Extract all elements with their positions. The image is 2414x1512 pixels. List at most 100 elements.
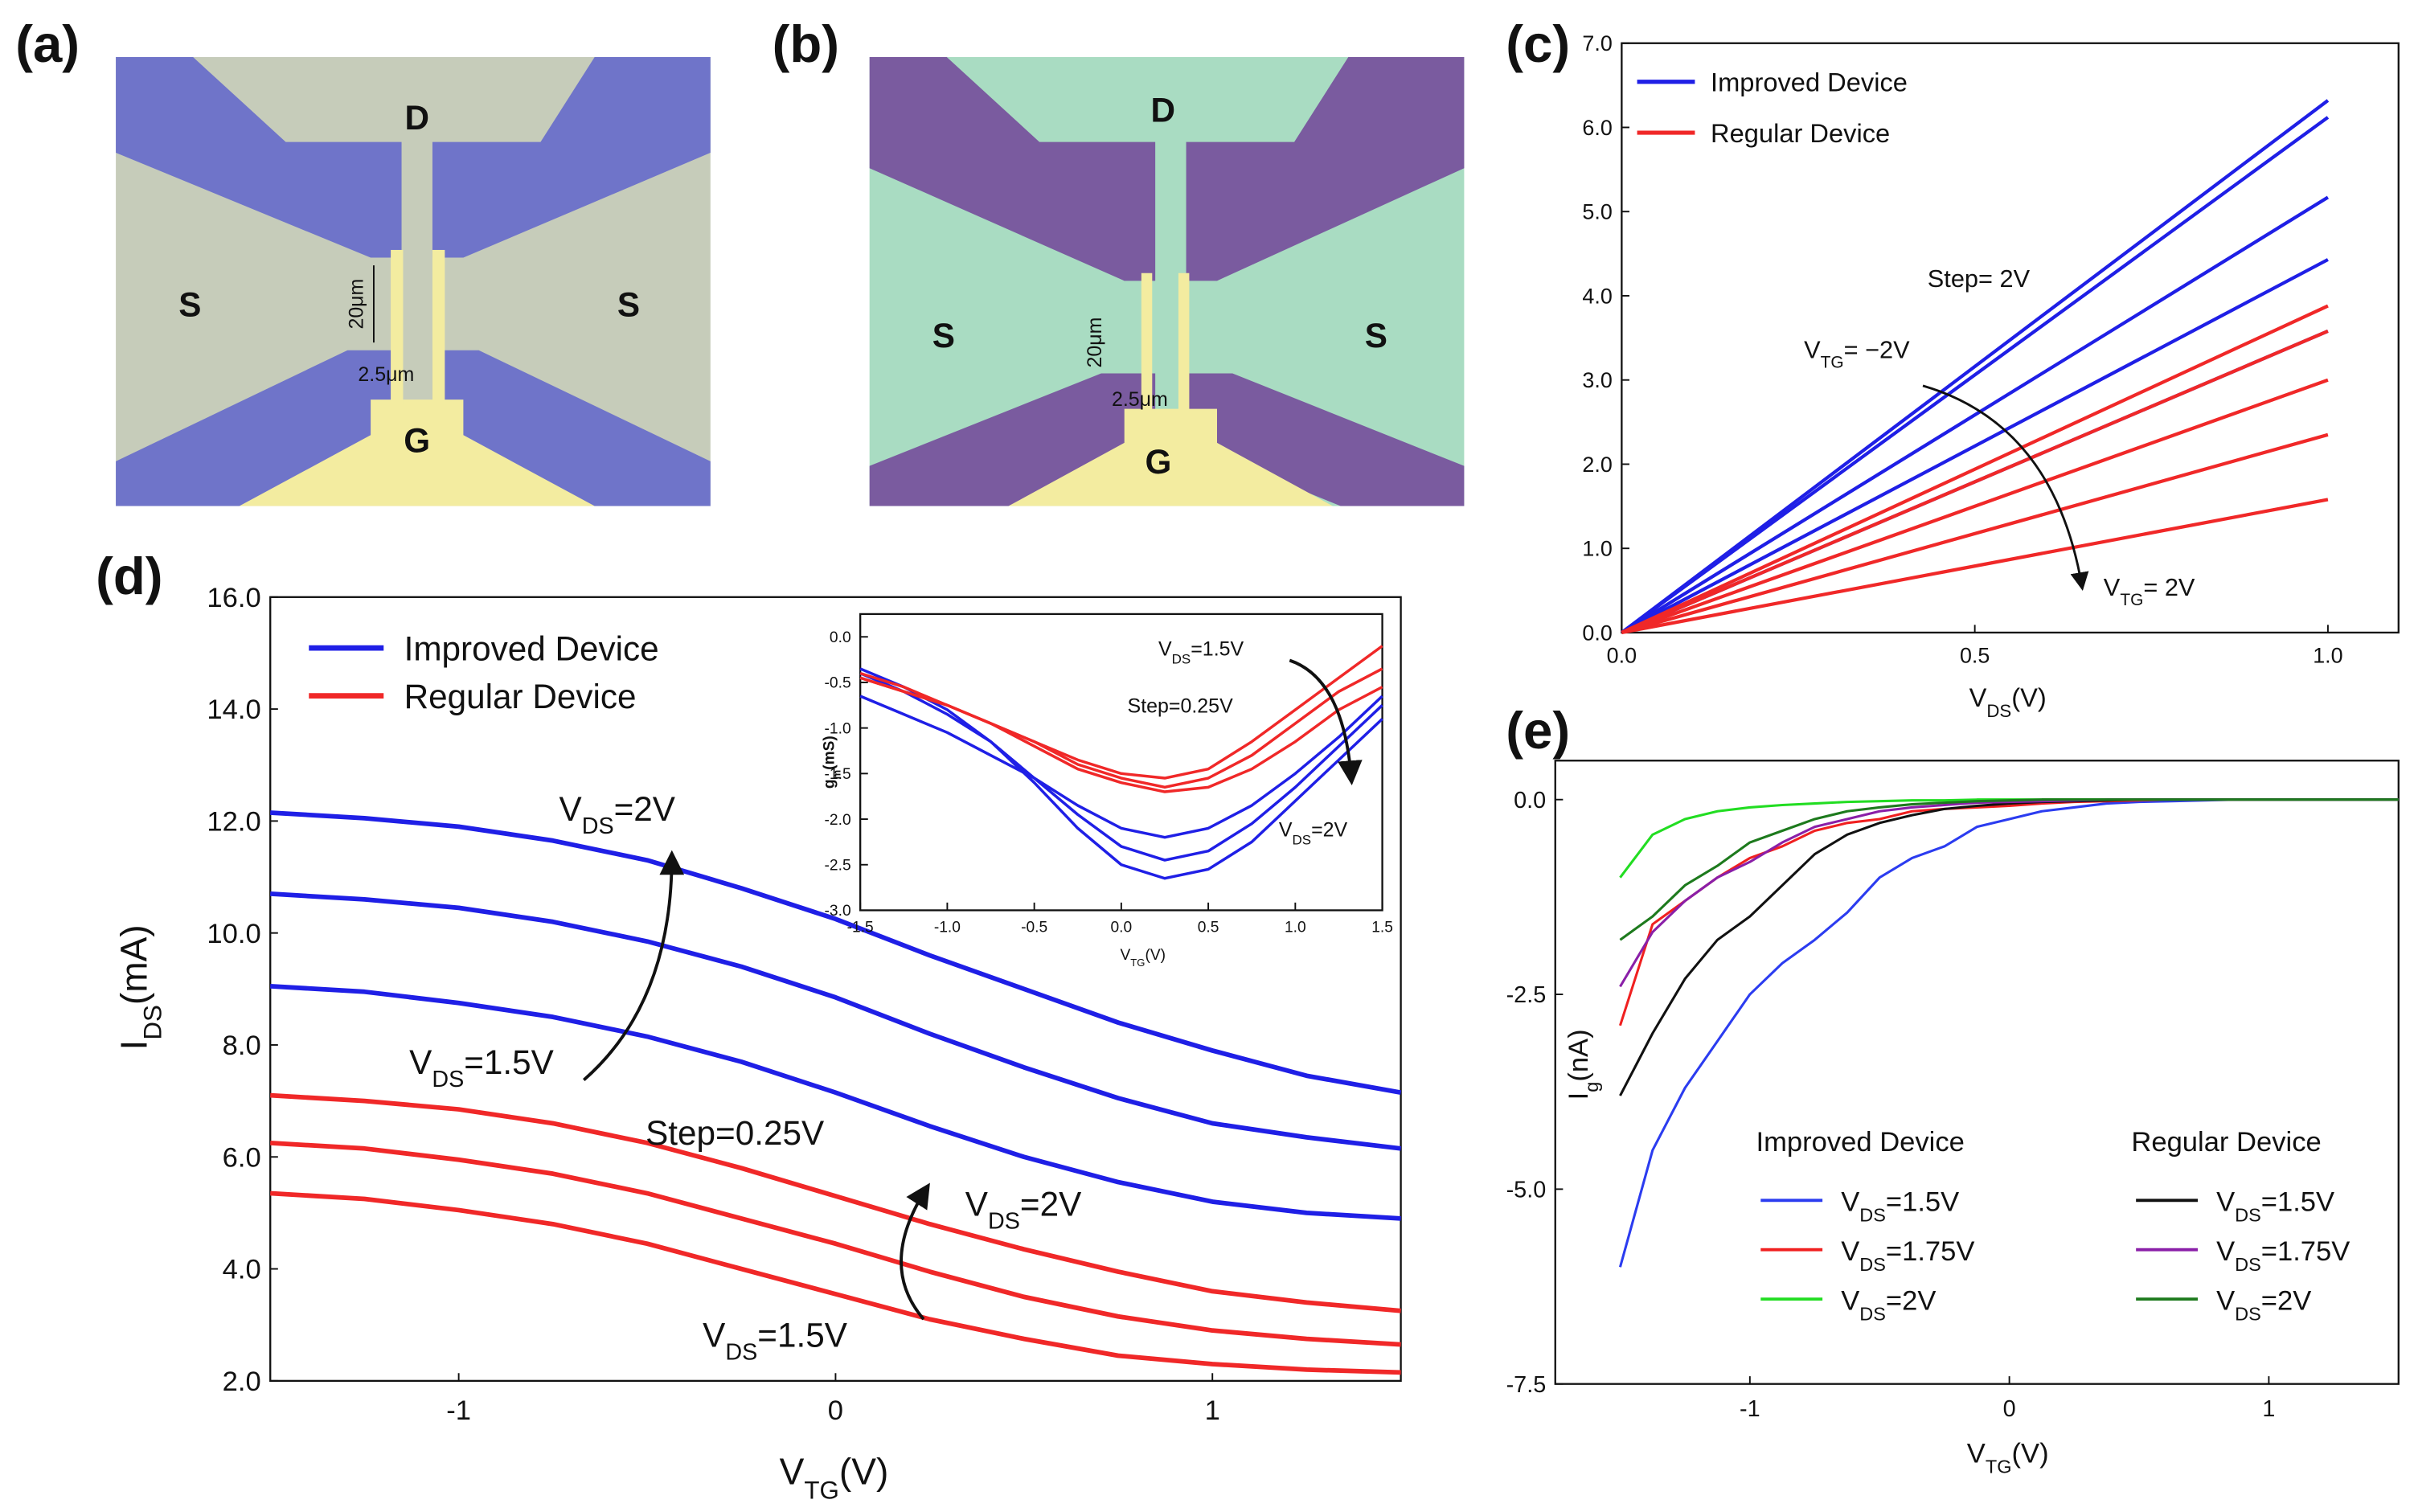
- legend-label: VDS=1.5V: [1841, 1187, 1959, 1226]
- y-axis-label-part: g: [821, 779, 838, 789]
- gate-finger: [391, 249, 404, 404]
- x-axis-label: VTG(V): [1120, 947, 1166, 968]
- data-line: [1621, 304, 2329, 634]
- annotation-part: V: [409, 1043, 432, 1081]
- x-tick-label: 0: [2003, 1396, 2016, 1422]
- gate-finger: [1178, 272, 1190, 412]
- annotation-part: DS: [725, 1340, 757, 1366]
- y-tick-label: 4.0: [1582, 284, 1612, 308]
- legend-label: Improved Device: [1711, 67, 1908, 96]
- data-line: [270, 1190, 1401, 1375]
- annotation-part: TG: [1821, 353, 1844, 371]
- x-axis-label-part: TG: [804, 1476, 839, 1504]
- y-axis-label-part: I: [1564, 1092, 1594, 1100]
- y-axis-label-part: m: [830, 770, 842, 780]
- annotation-part: V: [703, 1317, 725, 1354]
- y-tick-label: 16.0: [207, 583, 260, 613]
- label: 2.5μm: [358, 363, 414, 386]
- pad: [432, 57, 711, 258]
- annotation-part: DS: [1172, 651, 1191, 666]
- legend-label-part: =2V: [1886, 1286, 1936, 1317]
- data-line: [1621, 498, 2329, 635]
- y-tick-label: 0.0: [1582, 621, 1612, 645]
- panel-label: (b): [773, 14, 839, 73]
- y-axis-label-part: (mA): [113, 924, 155, 1005]
- data-line: [270, 983, 1401, 1221]
- label: D: [404, 99, 429, 137]
- x-tick-label: -1.5: [847, 919, 874, 936]
- x-axis-label-part: (V): [1145, 947, 1166, 964]
- y-axis-label-part: g: [1581, 1082, 1602, 1092]
- annotation-part: = −2V: [1844, 335, 1911, 363]
- data-line: [1621, 330, 2329, 634]
- y-tick-label: -0.5: [825, 675, 851, 692]
- x-tick-label: 1: [2262, 1396, 2275, 1422]
- legend-label-part: DS: [1859, 1205, 1886, 1226]
- x-tick-label: 0.0: [1607, 644, 1637, 668]
- label: S: [1365, 317, 1387, 354]
- annotation-part: =2V: [1020, 1185, 1081, 1223]
- micrograph: D S S G 20μm 2.5μm: [869, 57, 1465, 506]
- y-tick-label: -3.0: [825, 903, 851, 920]
- gate: [1008, 408, 1334, 506]
- panel-label: (d): [96, 547, 162, 605]
- legend-label: Regular Device: [1711, 118, 1890, 148]
- data-line: [270, 1140, 1401, 1347]
- annotation: Step=0.25V: [646, 1114, 824, 1152]
- annotation-part: V: [559, 790, 582, 828]
- plot-frame: [1554, 760, 2400, 1385]
- x-tick-label: 1: [1205, 1395, 1220, 1426]
- y-tick-label: 2.0: [1582, 453, 1612, 477]
- x-tick-label: 0.5: [1198, 919, 1219, 936]
- data-line: [1619, 798, 2399, 988]
- y-tick-label: 5.0: [1582, 200, 1612, 224]
- panel-label: (e): [1506, 701, 1570, 760]
- gate-finger: [432, 249, 445, 404]
- legend-label-part: =2V: [2261, 1286, 2311, 1317]
- legend-label-part: V: [1841, 1187, 1859, 1218]
- pad: [116, 57, 402, 258]
- y-tick-label: -1.5: [825, 766, 851, 783]
- annotation: Step= 2V: [1928, 264, 2031, 293]
- data-line: [270, 1092, 1401, 1313]
- legend-label-part: V: [2216, 1236, 2235, 1267]
- arrow: [582, 850, 685, 1082]
- pad: [1186, 373, 1465, 506]
- y-axis-label-part: (nA): [1564, 1029, 1594, 1081]
- annotation-part: DS: [1293, 832, 1312, 847]
- label: 20μm: [1084, 318, 1106, 368]
- data-line: [859, 667, 1383, 880]
- arrow: [1922, 384, 2089, 592]
- y-axis-label: Ig(nA): [1564, 1029, 1602, 1100]
- annotation-part: V: [965, 1185, 988, 1223]
- legend-title: Improved Device: [1756, 1127, 1965, 1158]
- y-tick-label: -7.5: [1506, 1372, 1547, 1398]
- y-axis-label-part: I: [113, 1040, 155, 1051]
- x-tick-label: 1.0: [2313, 644, 2342, 668]
- plot-frame: [1621, 42, 2400, 634]
- data-line: [1621, 116, 2330, 634]
- gate: [239, 400, 595, 506]
- legend-label-part: V: [1841, 1286, 1859, 1317]
- y-tick-label: 7.0: [1582, 31, 1612, 55]
- y-tick-label: 10.0: [207, 919, 260, 949]
- annotation: VDS=1.5V: [703, 1317, 847, 1366]
- x-tick-label: -0.5: [1021, 919, 1047, 936]
- legend-label-part: DS: [2235, 1304, 2261, 1325]
- x-axis-label: VTG(V): [1967, 1439, 2049, 1477]
- y-tick-label: 6.0: [1582, 116, 1612, 140]
- y-tick-label: 6.0: [223, 1142, 261, 1173]
- annotation-part: V: [1279, 818, 1293, 841]
- y-tick-label: 14.0: [207, 695, 260, 725]
- arrow: [900, 1182, 930, 1321]
- pad: [1186, 57, 1465, 281]
- data-line: [1619, 798, 2399, 941]
- legend-label: Regular Device: [404, 678, 637, 715]
- label: G: [1146, 443, 1172, 481]
- x-axis-label-part: TG: [1986, 1457, 2012, 1477]
- legend-label-part: =1.5V: [1886, 1187, 1959, 1218]
- data-line: [270, 891, 1401, 1151]
- legend-label: VDS=2V: [1841, 1286, 1936, 1325]
- legend-label-part: V: [1841, 1236, 1859, 1267]
